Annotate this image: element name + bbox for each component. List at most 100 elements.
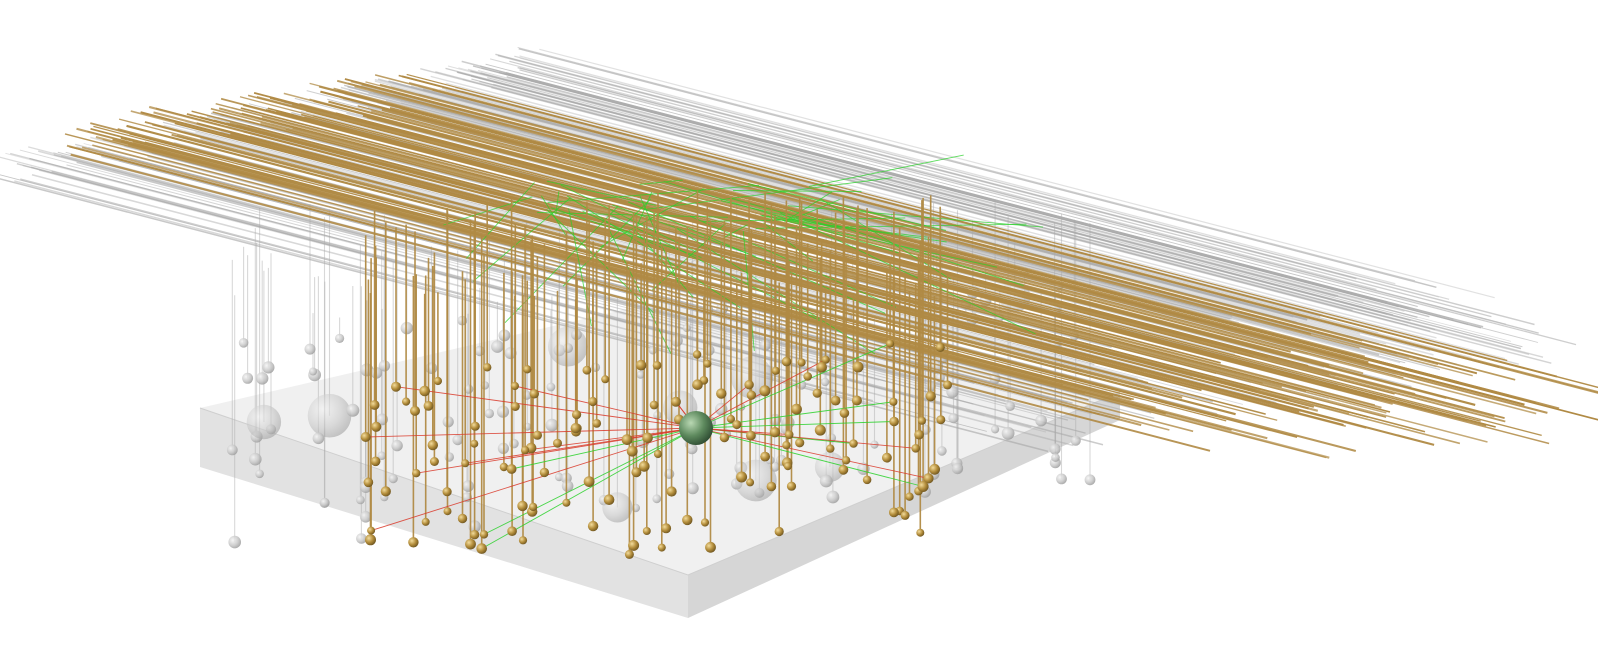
- parallel-fiber: [361, 83, 1439, 366]
- granule-cell-soma: [242, 372, 254, 384]
- granule-cell-soma: [483, 363, 492, 372]
- granule-cell-soma: [506, 464, 517, 474]
- granule-cell-soma: [826, 490, 840, 504]
- granule-cell-soma: [719, 432, 730, 443]
- parallel-fiber: [400, 107, 1598, 421]
- granule-cell-soma: [911, 444, 920, 453]
- granule-cell-soma: [838, 464, 849, 475]
- granule-cell-soma: [670, 396, 681, 407]
- granule-cell-soma: [320, 497, 330, 508]
- granule-cell-soma: [484, 408, 494, 419]
- excitatory-connection: [511, 427, 697, 470]
- granule-cell-soma: [588, 396, 598, 407]
- parallel-fiber: [517, 46, 1416, 282]
- parallel-fiber: [171, 133, 1183, 399]
- granule-cell-soma: [356, 495, 365, 505]
- parallel-fiber: [147, 155, 1155, 419]
- parallel-fiber: [485, 63, 1418, 307]
- granule-cell-soma: [652, 494, 662, 504]
- granule-cell-soma: [929, 463, 940, 475]
- granule-cell-soma: [408, 537, 419, 548]
- granule-cell-soma: [816, 361, 827, 373]
- parallel-fiber: [348, 82, 1473, 377]
- parallel-fiber: [76, 146, 1078, 408]
- granule-cell-soma: [457, 513, 468, 524]
- excitatory-connection: [555, 191, 560, 215]
- parallel-fiber: [312, 115, 1542, 437]
- parallel-fiber: [435, 71, 1353, 311]
- granule-cell-soma: [562, 498, 571, 507]
- parallel-fiber: [471, 78, 1436, 331]
- granule-cell-soma: [499, 462, 509, 472]
- granule-cell-soma: [335, 333, 345, 343]
- granule-cell-soma: [774, 526, 784, 537]
- granule-cell-soma: [783, 462, 793, 471]
- granule-cell-soma: [841, 456, 851, 465]
- granule-cell-soma: [670, 334, 683, 347]
- excitatory-connection: [652, 223, 726, 291]
- granule-cell-soma: [686, 482, 699, 495]
- parallel-fiber: [439, 88, 1472, 358]
- granule-cell-soma: [360, 432, 371, 442]
- inhibitory-connection: [365, 427, 697, 438]
- granule-cell-soma: [649, 400, 659, 410]
- granule-cell-soma: [916, 528, 925, 537]
- granule-cell-soma: [433, 376, 442, 386]
- granule-cell-soma: [255, 469, 264, 479]
- granule-cell-soma: [642, 527, 651, 535]
- parallel-fiber: [301, 113, 1481, 422]
- parallel-fiber: [373, 91, 1441, 371]
- granule-cell-soma: [1005, 401, 1015, 412]
- granule-cell-soma: [862, 475, 872, 485]
- granule-cell-soma: [1035, 414, 1047, 427]
- granule-cell-soma: [391, 439, 403, 452]
- granule-cell-soma: [882, 452, 892, 463]
- granule-cell-soma: [378, 360, 391, 372]
- granule-cell-soma: [476, 543, 488, 554]
- granule-cell-soma: [1051, 453, 1060, 462]
- granule-cell-soma: [759, 385, 771, 397]
- granule-cell-soma: [666, 486, 677, 497]
- parallel-fiber: [367, 106, 1396, 376]
- excitatory-connection: [537, 211, 728, 218]
- parallel-fiber: [66, 144, 1142, 427]
- parallel-fiber: [95, 135, 1330, 459]
- granule-cell-soma: [638, 460, 650, 472]
- granule-cell-soma: [935, 342, 945, 352]
- parallel-fiber: [360, 85, 1409, 359]
- parallel-fiber: [247, 124, 1426, 433]
- granule-cell-soma: [582, 365, 592, 375]
- parallel-fiber: [493, 83, 1544, 358]
- granule-cell-soma: [570, 423, 581, 434]
- granule-cell-soma: [479, 530, 489, 539]
- granule-cell-soma: [746, 390, 757, 400]
- granule-cell-soma: [626, 445, 638, 457]
- granule-cell-soma: [587, 520, 599, 532]
- granule-cell-soma: [546, 382, 556, 392]
- granule-cell-soma: [621, 434, 633, 445]
- slab-edge: [199, 391, 1121, 576]
- target-cell-soma: [679, 411, 713, 445]
- granule-cell-soma: [821, 355, 830, 364]
- granule-cell-soma: [914, 429, 924, 440]
- target-cell: [679, 411, 713, 445]
- parallel-fiber: [370, 109, 1537, 415]
- granule-cell-soma: [900, 510, 910, 520]
- granule-cell-soma: [1070, 435, 1081, 446]
- granule-cell-soma: [249, 452, 262, 466]
- granule-cell-soma: [370, 456, 381, 467]
- granule-cell-soma: [814, 424, 826, 436]
- granule-cell-soma: [715, 402, 728, 416]
- granule-cell-soma: [746, 478, 755, 487]
- parallel-fiber: [76, 161, 1069, 421]
- granule-cell-soma: [686, 443, 698, 455]
- granule-cell-soma: [692, 350, 702, 359]
- excitatory-connection: [481, 427, 697, 549]
- granule-cell-soma: [849, 439, 858, 448]
- excitatory-connection: [472, 197, 571, 282]
- granule-cell-soma: [820, 377, 830, 387]
- granule-cell-soma: [692, 379, 703, 391]
- inhibitory-connection: [370, 427, 697, 532]
- parallel-fiber: [447, 65, 1336, 298]
- granule-cell-soma: [951, 463, 964, 475]
